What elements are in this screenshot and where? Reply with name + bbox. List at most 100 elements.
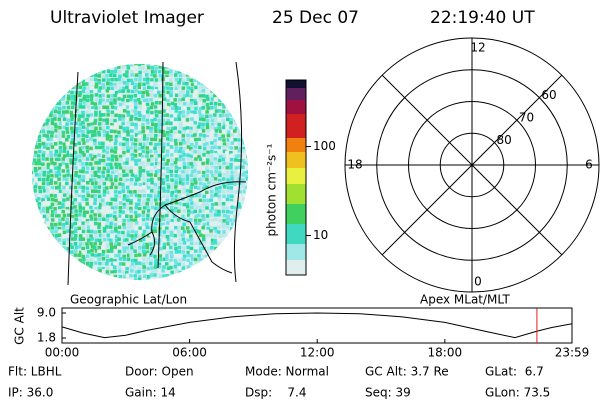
pixel [73,249,78,253]
pixel [178,65,183,69]
pixel [225,206,229,211]
pixel [110,146,114,151]
pixel [197,125,201,129]
pixel [105,270,110,274]
pixel [114,234,119,239]
pixel [121,89,125,93]
pixel [114,229,118,233]
pixel [86,193,91,198]
pixel [186,265,191,269]
pixel [146,189,151,194]
pixel [201,274,205,279]
pixel [34,122,38,126]
pixel [174,90,179,94]
pixel [154,129,158,133]
pixel [114,125,118,129]
pixel [178,122,183,126]
pixel [90,174,95,178]
pixel [153,146,157,151]
pixel [32,166,34,170]
pixel [221,165,225,170]
pixel [169,64,173,66]
pixel [32,186,34,191]
pixel [162,261,167,265]
pixel [149,89,153,93]
pixel [230,265,234,270]
pixel [81,66,86,71]
pixel [142,98,147,103]
pixel [218,165,223,170]
pixel [165,65,169,69]
pixel [181,97,185,102]
pixel [154,221,158,226]
pixel [94,261,98,265]
pixel [181,110,185,114]
pixel [194,85,198,90]
pixel [145,242,149,247]
pixel [66,213,71,217]
pixel [241,69,246,74]
pixel [214,173,219,177]
pixel [182,126,186,131]
pixel [130,142,135,146]
pixel [94,158,98,163]
pixel [78,64,82,66]
pixel [205,125,210,130]
pixel [61,209,65,214]
pixel [162,242,167,247]
pixel [153,137,158,142]
pixel [198,85,203,89]
pixel [81,185,86,190]
pixel [173,265,178,269]
pixel [218,90,222,95]
pixel [173,98,177,102]
pixel [133,249,137,253]
pixel [185,126,190,130]
pixel [181,177,185,182]
pixel [81,254,85,259]
pixel [138,194,142,198]
pixel [98,126,103,131]
pixel [114,182,118,186]
pixel [197,74,202,78]
pixel [129,177,134,182]
pixel [190,101,194,105]
pixel [169,133,173,138]
pixel [206,150,210,155]
pixel [233,74,237,79]
pixel [161,122,165,126]
pixel [102,78,106,82]
pixel [90,189,95,193]
pixel [146,113,151,118]
pixel [177,249,182,254]
pixel [41,129,46,133]
pixel [57,173,62,177]
pixel [50,73,54,78]
pixel [157,169,161,173]
pixel [42,117,47,121]
pixel [201,122,206,127]
pixel [34,277,38,280]
pixel [206,246,211,251]
pixel [126,181,131,185]
pixel [222,218,226,223]
pixel [198,141,202,145]
pixel [154,66,159,71]
pixel [42,150,46,155]
pixel [114,238,119,243]
pixel [85,98,90,103]
pixel [93,102,98,106]
pixel [102,85,106,90]
pixel [138,189,142,194]
pixel [158,114,163,119]
pixel [170,186,175,190]
pixel [170,261,174,266]
pixel [57,98,61,102]
pixel [245,101,248,106]
pixel [46,226,50,231]
pixel [205,114,209,119]
pixel [177,209,181,214]
color-step [286,224,306,244]
pixel [41,206,46,211]
pixel [62,117,67,121]
